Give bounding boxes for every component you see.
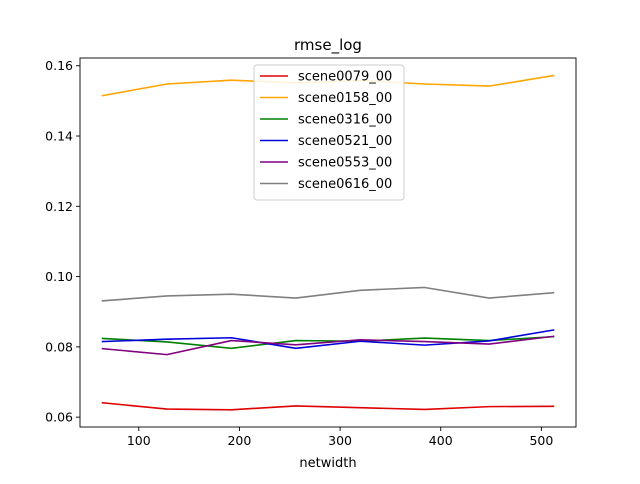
series-line-scene0553_00 (101, 335, 555, 356)
x-tick-label: 200 (227, 433, 251, 448)
series-line-scene0521_00 (101, 329, 555, 350)
x-axis-label: netwidth (299, 456, 356, 471)
legend-label-scene0079_00: scene0079_00 (298, 70, 392, 85)
x-tick-label: 400 (429, 433, 453, 448)
y-tick-label: 0.16 (45, 58, 73, 73)
legend-label-scene0521_00: scene0521_00 (298, 134, 392, 149)
y-tick-label: 0.06 (45, 410, 73, 425)
y-tick-label: 0.08 (45, 339, 73, 354)
legend-label-scene0316_00: scene0316_00 (298, 113, 392, 128)
x-tick-label: 300 (328, 433, 352, 448)
x-tick-label: 100 (127, 433, 151, 448)
y-tick-label: 0.10 (45, 269, 73, 284)
legend-label-scene0158_00: scene0158_00 (298, 91, 392, 106)
chart-title: rmse_log (294, 36, 362, 55)
x-tick-label: 500 (529, 433, 553, 448)
series-line-scene0616_00 (101, 286, 555, 302)
legend-label-scene0553_00: scene0553_00 (298, 156, 392, 171)
legend-box (253, 64, 405, 201)
plot-frame (79, 57, 577, 428)
series-line-scene0079_00 (101, 401, 555, 411)
y-tick-label: 0.12 (45, 199, 73, 214)
series-line-scene0316_00 (101, 335, 555, 350)
legend-label-scene0616_00: scene0616_00 (298, 177, 392, 192)
y-tick-label: 0.14 (45, 129, 73, 144)
